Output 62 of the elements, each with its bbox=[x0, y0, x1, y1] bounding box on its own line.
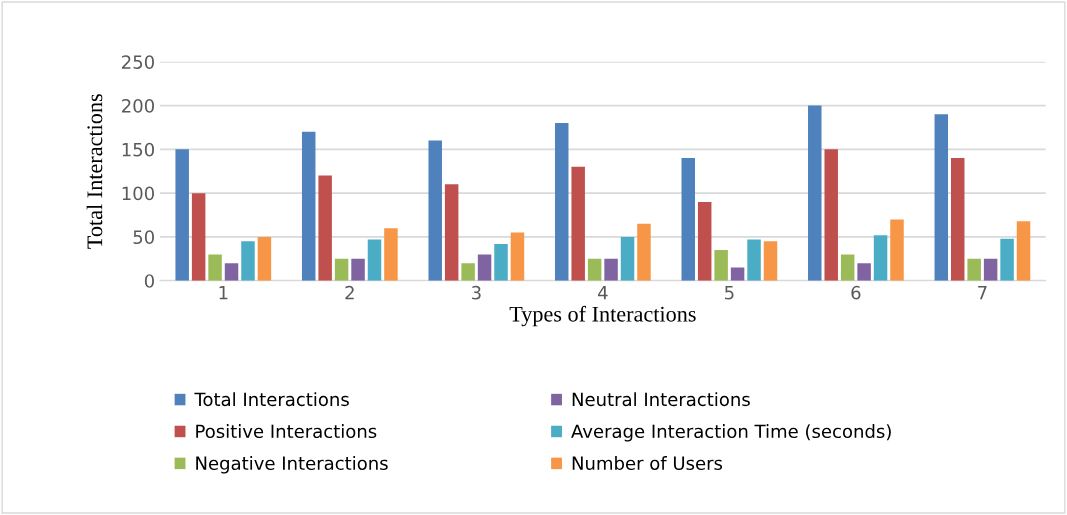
bar bbox=[604, 258, 618, 281]
bar bbox=[890, 219, 904, 281]
bar bbox=[808, 105, 822, 281]
x-tick-label: 6 bbox=[851, 285, 861, 300]
bar bbox=[384, 228, 398, 281]
y-axis-title: Total Interactions bbox=[86, 94, 103, 249]
bar bbox=[840, 254, 855, 281]
bar bbox=[257, 236, 272, 281]
legend-label: Average Interaction Time (seconds) bbox=[571, 424, 891, 442]
bar bbox=[208, 254, 222, 281]
x-tick-label: 1 bbox=[219, 286, 228, 300]
legend-label: Neutral Interactions bbox=[572, 392, 750, 407]
bar bbox=[697, 201, 712, 281]
legend-label: Positive Interactions bbox=[196, 424, 377, 439]
y-tick-label: 50 bbox=[133, 230, 154, 245]
bar bbox=[301, 131, 316, 281]
bar bbox=[334, 258, 349, 281]
bar bbox=[857, 263, 871, 281]
x-axis-title: Types of Interactions bbox=[509, 305, 696, 327]
bar bbox=[967, 258, 981, 281]
bar bbox=[351, 258, 365, 281]
bar bbox=[873, 235, 888, 281]
bar bbox=[444, 184, 459, 281]
bar bbox=[950, 158, 965, 281]
bar bbox=[587, 258, 602, 281]
bar bbox=[1000, 238, 1014, 281]
bar bbox=[1016, 221, 1031, 281]
bar bbox=[983, 258, 998, 281]
bar bbox=[620, 236, 635, 281]
bar bbox=[554, 123, 569, 281]
bar bbox=[191, 193, 206, 281]
bar bbox=[224, 263, 239, 281]
bar bbox=[461, 263, 475, 281]
x-tick-label: 2 bbox=[345, 285, 354, 300]
bar bbox=[367, 239, 382, 281]
bar bbox=[681, 158, 695, 281]
bar bbox=[318, 175, 332, 281]
y-tick-label: 0 bbox=[144, 274, 154, 288]
legend-label: Total Interactions bbox=[194, 392, 349, 407]
y-tick-label: 100 bbox=[122, 186, 154, 201]
legend-label: Number of Users bbox=[572, 456, 723, 471]
bar bbox=[763, 241, 778, 281]
bar bbox=[477, 254, 492, 281]
bar bbox=[241, 241, 255, 281]
x-tick-label: 3 bbox=[471, 285, 481, 300]
bar bbox=[934, 114, 949, 281]
bar bbox=[428, 140, 442, 281]
bar bbox=[824, 149, 838, 281]
bar bbox=[637, 223, 651, 281]
y-tick-label: 150 bbox=[122, 142, 154, 157]
y-tick-label: 200 bbox=[122, 99, 154, 113]
bar bbox=[510, 232, 525, 281]
bar bbox=[175, 149, 189, 281]
bar bbox=[571, 166, 585, 281]
x-tick-label: 4 bbox=[597, 286, 608, 300]
legend-label: Negative Interactions bbox=[196, 456, 388, 474]
bar bbox=[494, 243, 508, 281]
y-tick-label: 250 bbox=[122, 55, 154, 69]
x-tick-label: 7 bbox=[978, 286, 987, 300]
bar bbox=[714, 250, 728, 281]
bar bbox=[747, 239, 761, 281]
x-tick-label: 5 bbox=[725, 286, 734, 300]
